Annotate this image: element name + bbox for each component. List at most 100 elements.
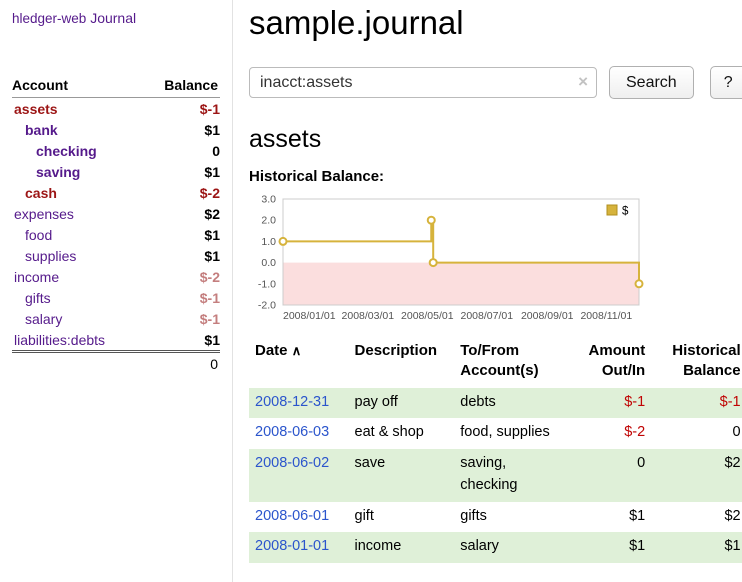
register-header-date[interactable]: Date ∧	[249, 339, 349, 388]
account-row: cash $-2	[12, 182, 220, 203]
register-balance: $-1	[719, 393, 741, 410]
chart-title: Historical Balance:	[249, 168, 385, 185]
account-row: assets $-1	[12, 98, 220, 120]
register-date-link[interactable]: 2008-12-31	[255, 393, 330, 410]
account-balance: $1	[204, 121, 220, 138]
sidebar-account-expenses[interactable]: expenses	[14, 205, 74, 222]
account-balance: $1	[204, 163, 220, 180]
table-row: 2008-12-31 pay off debts $-1 $-1	[249, 387, 742, 419]
register-balance: $2	[724, 455, 741, 471]
table-row: 2008-01-01 income salary $1 $1	[249, 532, 742, 563]
register-header-description: Description	[354, 342, 438, 359]
search-box: ×	[249, 67, 597, 98]
svg-text:2.0: 2.0	[261, 215, 276, 227]
search-button[interactable]: Search	[609, 66, 694, 99]
account-balance: $-1	[199, 310, 220, 327]
page-title: sample.journal	[249, 4, 464, 41]
sidebar-account-supplies[interactable]: supplies	[25, 247, 77, 264]
register-amount: $-2	[624, 424, 646, 441]
register-amount: 0	[637, 455, 646, 471]
clear-search-icon[interactable]: ×	[578, 72, 588, 91]
main-content: sample.journal × Search ? assets Histori…	[233, 0, 742, 582]
sidebar-account-salary[interactable]: salary	[25, 310, 63, 327]
svg-text:-1.0: -1.0	[258, 278, 276, 290]
register-description: eat & shop	[354, 424, 424, 441]
sidebar-account-assets[interactable]: assets	[14, 100, 58, 117]
register-date-link[interactable]: 2008-06-01	[255, 507, 330, 524]
date-header-label: Date	[255, 342, 288, 359]
svg-text:0.0: 0.0	[261, 257, 276, 269]
register-description: save	[354, 455, 386, 471]
balance-chart-svg: 3.0 2.0 1.0 0.0 -1.0 -2.0 2008/01/01 2008/03/01…	[258, 194, 644, 322]
svg-text:2008/09/01: 2008/09/01	[521, 310, 574, 322]
sidebar-account-checking[interactable]: checking	[36, 142, 97, 159]
search-input[interactable]	[249, 67, 597, 98]
sidebar-account-cash[interactable]: cash	[25, 184, 57, 201]
register-description: income	[354, 538, 402, 555]
search-bar: × Search ?	[249, 66, 742, 99]
account-balance: $-1	[199, 289, 220, 306]
accounts-header-account: Account	[12, 74, 143, 98]
account-heading: assets	[249, 125, 322, 153]
table-row: 2008-06-02 save saving, checking 0 $2	[249, 449, 742, 502]
sidebar-item-journal[interactable]: Journal	[90, 10, 137, 26]
svg-text:2008/11/01: 2008/11/01	[580, 310, 632, 322]
register-description: gift	[354, 507, 374, 524]
account-balance: $1	[204, 331, 220, 348]
account-row: gifts $-1	[12, 287, 220, 308]
account-balance: $-2	[199, 184, 220, 201]
register-balance: $1	[724, 538, 741, 555]
app-title-link[interactable]: hledger-web	[12, 11, 87, 26]
register-header-balance: Historical Balance	[672, 342, 741, 380]
account-row: checking 0	[12, 140, 220, 161]
register-accounts: gifts	[460, 507, 487, 524]
svg-text:2008/01/01: 2008/01/01	[283, 310, 336, 322]
register-accounts: debts	[460, 393, 496, 410]
sidebar-account-saving[interactable]: saving	[36, 163, 81, 180]
sidebar-account-income[interactable]: income	[14, 268, 60, 285]
account-row: liabilities:debts $1	[12, 329, 220, 352]
svg-text:2008/07/01: 2008/07/01	[461, 310, 514, 322]
account-row: saving $1	[12, 161, 220, 182]
register-balance: 0	[732, 424, 741, 441]
accounts-total-row: 0	[12, 350, 220, 372]
register-balance: $2	[724, 507, 741, 524]
register-accounts: salary	[460, 538, 499, 555]
accounts-total-balance: 0	[142, 350, 220, 372]
svg-text:3.0: 3.0	[261, 194, 276, 206]
table-row: 2008-06-03 eat & shop food, supplies $-2…	[249, 418, 742, 449]
sidebar-account-food[interactable]: food	[25, 226, 53, 243]
register-table: Date ∧ Description To/From Account(s) Am…	[249, 339, 742, 563]
account-row: expenses $2	[12, 203, 220, 224]
register-amount: $1	[629, 507, 646, 524]
account-balance: $-1	[199, 100, 220, 117]
account-balance: $2	[204, 205, 220, 222]
help-button[interactable]: ?	[709, 66, 742, 99]
account-balance: $1	[204, 247, 220, 264]
account-row: supplies $1	[12, 245, 220, 266]
register-date-link[interactable]: 2008-01-01	[255, 538, 330, 555]
accounts-header-balance: Balance	[142, 74, 220, 98]
register-date-link[interactable]: 2008-06-03	[255, 424, 330, 441]
svg-text:2008/05/01: 2008/05/01	[401, 310, 454, 322]
register-accounts: saving, checking	[460, 455, 518, 493]
sidebar-account-bank[interactable]: bank	[25, 121, 58, 138]
account-row: bank $1	[12, 119, 220, 140]
sidebar-account-liabilities-debts[interactable]: liabilities:debts	[14, 331, 106, 348]
table-row: 2008-06-01 gift gifts $1 $2	[249, 502, 742, 533]
register-description: pay off	[354, 393, 398, 410]
account-row: food $1	[12, 224, 220, 245]
sidebar: hledger-web Journal Account Balance asse…	[0, 0, 233, 582]
register-header-row: Date ∧ Description To/From Account(s) Am…	[249, 339, 742, 388]
accounts-header-row: Account Balance	[12, 74, 220, 98]
account-balance: 0	[212, 142, 220, 159]
sidebar-account-gifts[interactable]: gifts	[25, 289, 51, 306]
register-date-link[interactable]: 2008-06-02	[255, 455, 330, 471]
account-balance: $1	[204, 226, 220, 243]
register-amount: $-1	[624, 393, 646, 410]
register-header-accounts: To/From Account(s)	[460, 342, 539, 380]
svg-text:2008/03/01: 2008/03/01	[342, 310, 395, 322]
accounts-table: Account Balance assets $-1 bank $1 check…	[12, 74, 220, 372]
sort-asc-icon: ∧	[291, 343, 302, 358]
